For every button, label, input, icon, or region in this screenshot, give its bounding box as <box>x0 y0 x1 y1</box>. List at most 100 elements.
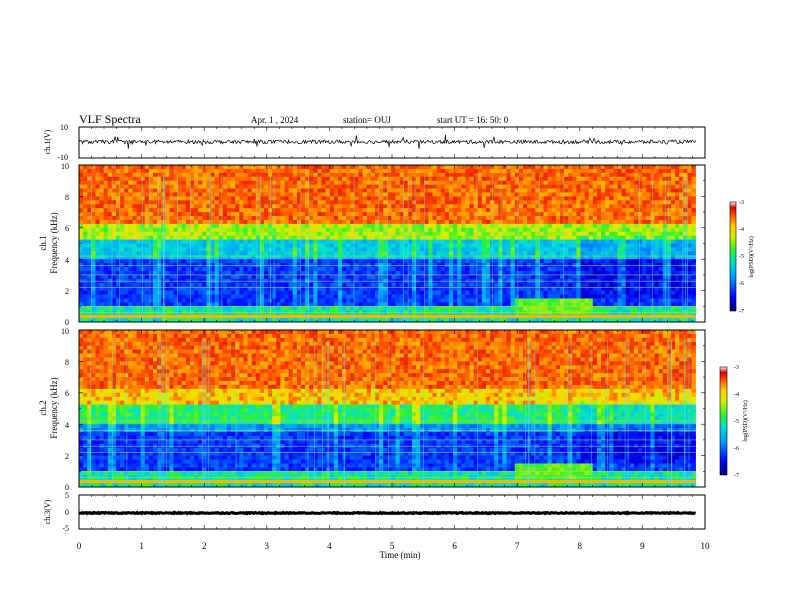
spectrogram-cell <box>481 223 487 229</box>
spectrogram-cell <box>395 318 400 323</box>
spectrogram-cell <box>251 298 257 303</box>
spectrogram-cell <box>354 270 359 276</box>
spectrogram-cell <box>87 302 92 307</box>
spectrogram-cell <box>124 188 129 193</box>
spectrogram-cell <box>531 294 536 299</box>
spectrogram-cell <box>358 227 363 233</box>
spectrogram-cell <box>370 259 376 264</box>
spectrogram-cell <box>522 223 528 229</box>
spectrogram-cell <box>83 302 88 307</box>
spectrogram-cell <box>313 239 318 244</box>
spectrogram-cell <box>280 165 285 170</box>
spectrogram-cell <box>272 208 277 213</box>
spectrogram-cell <box>453 219 458 225</box>
spectrogram-cell <box>403 290 409 295</box>
spectrogram-cell <box>210 251 215 256</box>
spectrogram-cell <box>411 223 417 229</box>
spectrogram-cell <box>555 255 561 260</box>
spectrogram-cell <box>305 290 310 295</box>
spectrogram-cell <box>124 180 129 185</box>
spectrogram-cell <box>432 267 437 272</box>
spectrogram-cell <box>346 180 351 185</box>
spectrogram-cell <box>218 274 224 280</box>
spectrogram-cell <box>407 255 413 260</box>
spectrogram-cell <box>165 200 170 205</box>
spectrogram-cell <box>370 270 376 276</box>
spectrogram-cell <box>411 212 417 217</box>
spectrogram-cell <box>531 204 536 209</box>
spectrogram-cell <box>354 212 359 217</box>
spectrogram-cell <box>568 270 573 276</box>
spectrogram-cell <box>370 286 376 291</box>
spectrogram-cell <box>231 180 236 185</box>
spectrogram-cell <box>206 165 211 170</box>
spectrogram-cell <box>144 196 150 201</box>
spectrogram-cell <box>169 231 174 236</box>
spectrogram-cell <box>457 290 462 295</box>
spectrogram-cell <box>407 212 413 217</box>
spectrogram-cell <box>436 318 442 323</box>
spectrogram-cell <box>350 196 355 201</box>
spectrogram-cell <box>346 176 351 181</box>
spectrogram-cell <box>231 267 236 272</box>
spectrogram-cell <box>276 306 281 311</box>
spectrogram-cell <box>502 184 507 189</box>
spectrogram-cell <box>502 223 507 229</box>
spectrogram-cell <box>416 219 421 225</box>
spectrogram-cell <box>317 176 322 181</box>
spectrogram-cell <box>428 239 433 244</box>
spectrogram-cell <box>568 196 573 201</box>
spectrogram-cell <box>226 223 232 229</box>
spectrogram-cell <box>79 216 84 221</box>
spectrogram-cell <box>300 204 306 209</box>
spectrogram-cell <box>148 267 154 272</box>
spectrogram-cell <box>370 282 376 287</box>
spectrogram-cell <box>411 216 417 221</box>
spectrogram-cell <box>165 298 170 303</box>
spectrogram-cell <box>99 235 104 240</box>
spectrogram-cell <box>510 298 516 303</box>
spectrogram-cell <box>572 172 577 178</box>
spectrogram-cell <box>148 180 154 185</box>
spectrogram-cell <box>251 168 257 174</box>
spectrogram-cell <box>407 180 413 185</box>
spectrogram-cell <box>342 231 347 236</box>
spectrogram-cell <box>169 239 174 244</box>
spectrogram-cell <box>337 168 343 174</box>
spectrogram-cell <box>296 216 302 221</box>
spectrogram-cell <box>342 259 347 264</box>
spectrogram-cell <box>547 227 553 233</box>
spectrogram-cell <box>428 270 433 276</box>
spectrogram-cell <box>140 255 146 260</box>
spectrogram-cell <box>572 294 577 299</box>
spectrogram-cell <box>383 294 388 299</box>
spectrogram-cell <box>510 247 516 252</box>
spectrogram-cell <box>226 227 232 233</box>
spectrogram-cell <box>329 172 335 178</box>
spectrogram-cell <box>128 168 133 174</box>
spectrogram-cell <box>296 196 302 201</box>
spectrogram-cell <box>309 204 314 209</box>
spectrogram-cell <box>128 239 133 244</box>
spectrogram-cell <box>448 184 454 189</box>
spectrogram-cell <box>469 208 474 213</box>
spectrogram-cell <box>140 180 146 185</box>
spectrogram-cell <box>148 200 154 205</box>
spectrogram-cell <box>350 227 355 233</box>
spectrogram-cell <box>305 204 310 209</box>
spectrogram-cell <box>194 216 199 221</box>
spectrogram-cell <box>181 212 187 217</box>
spectrogram-cell <box>383 204 388 209</box>
spectrogram-cell <box>494 255 499 260</box>
spectrogram-cell <box>169 223 174 229</box>
spectrogram-cell <box>103 231 109 236</box>
spectrogram-cell <box>231 294 236 299</box>
spectrogram-cell <box>148 165 154 170</box>
spectrogram-cell <box>531 286 536 291</box>
spectrogram-cell <box>428 302 433 307</box>
spectrogram-cell <box>206 196 211 201</box>
spectrogram-cell <box>576 219 581 225</box>
spectrogram-cell <box>411 247 417 252</box>
spectrogram-cell <box>457 318 462 323</box>
spectrogram-cell <box>321 239 326 244</box>
